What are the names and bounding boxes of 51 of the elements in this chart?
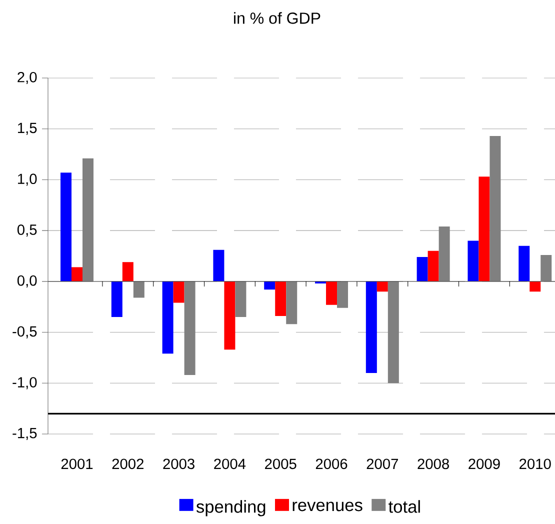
legend-label: spending bbox=[196, 500, 266, 516]
y-tick-label: 0,5 bbox=[17, 224, 37, 237]
x-tick-label: 2005 bbox=[265, 458, 296, 470]
bar bbox=[530, 281, 541, 292]
y-tick-label: -1,5 bbox=[12, 428, 37, 440]
bar bbox=[264, 281, 276, 290]
bar bbox=[416, 257, 428, 282]
bar bbox=[518, 246, 530, 282]
x-tick-label: 2008 bbox=[418, 458, 449, 470]
x-tick-label: 2002 bbox=[112, 458, 144, 470]
bar bbox=[235, 281, 246, 318]
y-tick-label: -0,5 bbox=[12, 326, 37, 338]
y-tick-label: -1,0 bbox=[12, 377, 37, 390]
legend-label: revenues bbox=[292, 502, 362, 512]
bar bbox=[224, 281, 236, 350]
bar bbox=[111, 281, 122, 318]
bar bbox=[337, 281, 348, 308]
bar bbox=[468, 240, 479, 282]
chart-title: in % of GDP bbox=[234, 12, 320, 24]
x-tick-label: 2010 bbox=[520, 458, 551, 470]
bar bbox=[540, 254, 552, 282]
bar bbox=[184, 281, 196, 376]
bar bbox=[388, 281, 399, 384]
x-tick-label: 2004 bbox=[214, 458, 246, 470]
x-tick-label: 2006 bbox=[316, 458, 348, 470]
bar bbox=[122, 262, 134, 282]
bar bbox=[438, 226, 450, 282]
bar bbox=[366, 281, 377, 373]
bar bbox=[72, 267, 83, 282]
bar bbox=[133, 281, 144, 298]
bar bbox=[428, 250, 439, 282]
legend-label: total bbox=[388, 500, 420, 513]
y-tick-label: 2,0 bbox=[18, 72, 37, 84]
bar bbox=[162, 281, 174, 354]
x-tick-label: 2007 bbox=[366, 458, 398, 470]
y-tick-label: 1,0 bbox=[18, 174, 37, 186]
x-tick-label: 2009 bbox=[468, 458, 500, 470]
x-tick-label: 2003 bbox=[163, 458, 194, 470]
bar bbox=[376, 281, 388, 292]
bar bbox=[478, 176, 490, 282]
bar bbox=[60, 172, 72, 282]
bar bbox=[173, 281, 184, 303]
y-tick-label: 0,0 bbox=[17, 275, 37, 288]
bar bbox=[286, 281, 298, 324]
bar bbox=[275, 281, 286, 316]
bar bbox=[490, 136, 501, 282]
x-tick-label: 2001 bbox=[61, 458, 93, 470]
bar bbox=[326, 281, 338, 305]
bar bbox=[213, 250, 224, 282]
y-tick-label: 1,5 bbox=[18, 122, 37, 135]
bar bbox=[82, 158, 94, 282]
